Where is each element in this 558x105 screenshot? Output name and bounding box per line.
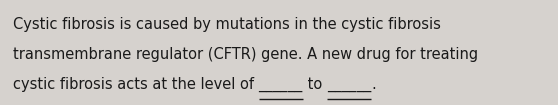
Text: transmembrane regulator (CFTR) gene. A new drug for treating: transmembrane regulator (CFTR) gene. A n… [13,47,478,62]
Text: ______: ______ [258,77,303,92]
Text: Cystic fibrosis is caused by mutations in the cystic fibrosis: Cystic fibrosis is caused by mutations i… [13,17,441,32]
Text: cystic fibrosis acts at the level of: cystic fibrosis acts at the level of [13,77,258,92]
Text: ______: ______ [327,77,371,92]
Text: .: . [371,77,376,92]
Text: to: to [303,77,327,92]
